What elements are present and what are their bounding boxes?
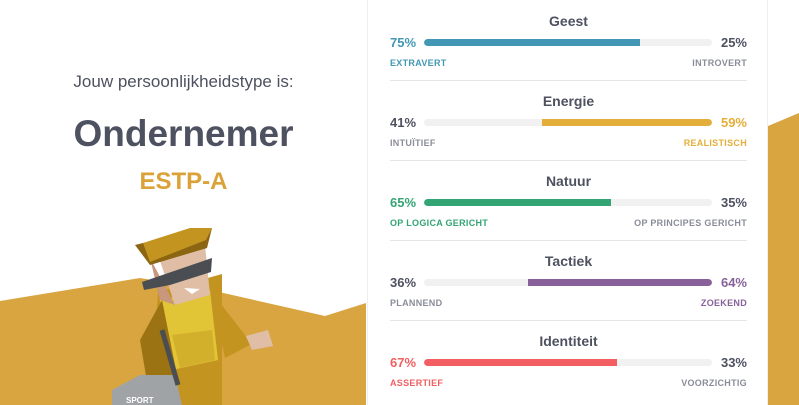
- left-percent: 36%: [390, 275, 417, 290]
- intro-text: Jouw persoonlijkheidstype is:: [73, 72, 294, 91]
- trait-title: Identiteit: [539, 333, 598, 349]
- trait-row-energie: Energie 41% 59% INTUÏTIEF REALISTISCH: [390, 80, 747, 161]
- trait-title: Energie: [542, 93, 595, 109]
- trait-bar-fill: [542, 119, 712, 126]
- right-label: ZOEKEND: [700, 298, 747, 308]
- trait-row-geest: Geest 75% 25% EXTRAVERT INTROVERT: [390, 0, 747, 81]
- left-label: EXTRAVERT: [390, 58, 447, 68]
- right-label: VOORZICHTIG: [681, 378, 747, 388]
- left-percent: 65%: [390, 195, 417, 210]
- divider: [390, 80, 747, 81]
- right-percent: 33%: [720, 355, 747, 370]
- trait-bar: [424, 39, 712, 46]
- trait-row-tactiek: Tactiek 36% 64% PLANNEND ZOEKEND: [390, 240, 747, 321]
- trait-title: Natuur: [545, 173, 592, 189]
- trait-title: Geest: [549, 13, 588, 29]
- trait-bar: [424, 279, 712, 286]
- left-percent: 41%: [390, 115, 417, 130]
- trait-title: Tactiek: [544, 253, 593, 269]
- divider: [390, 320, 747, 321]
- left-label: PLANNEND: [390, 298, 443, 308]
- right-label: REALISTISCH: [683, 138, 747, 148]
- left-percent: 67%: [390, 355, 417, 370]
- trait-row-natuur: Natuur 65% 35% OP LOGICA GERICHT OP PRIN…: [390, 160, 747, 241]
- trait-row-identiteit: Identiteit 67% 33% ASSERTIEF VOORZICHTIG: [390, 320, 747, 400]
- type-name: Ondernemer: [73, 113, 294, 154]
- trait-bar-fill: [527, 279, 712, 286]
- trait-bar-fill: [424, 39, 640, 46]
- right-percent: 59%: [720, 115, 747, 130]
- right-percent: 35%: [720, 195, 747, 210]
- left-percent: 75%: [390, 35, 417, 50]
- divider: [390, 160, 747, 161]
- traits-panel: Geest 75% 25% EXTRAVERT INTROVERT Energi…: [367, 0, 768, 405]
- trait-bar-fill: [424, 359, 617, 366]
- right-percent: 64%: [720, 275, 747, 290]
- type-code: ESTP-A: [139, 168, 228, 195]
- left-label: OP LOGICA GERICHT: [390, 218, 489, 228]
- left-label: INTUÏTIEF: [390, 138, 436, 148]
- right-label: OP PRINCIPES GERICHT: [634, 218, 747, 228]
- trait-bar: [424, 359, 712, 366]
- entrepreneur-character-illustration: SPORT: [112, 228, 273, 405]
- trait-bar: [424, 199, 712, 206]
- trait-bar-fill: [424, 199, 612, 206]
- trait-bar: [424, 119, 712, 126]
- left-label: ASSERTIEF: [390, 378, 444, 388]
- right-percent: 25%: [720, 35, 747, 50]
- right-label: INTROVERT: [692, 58, 747, 68]
- bag-label: SPORT: [126, 396, 154, 405]
- divider: [390, 240, 747, 241]
